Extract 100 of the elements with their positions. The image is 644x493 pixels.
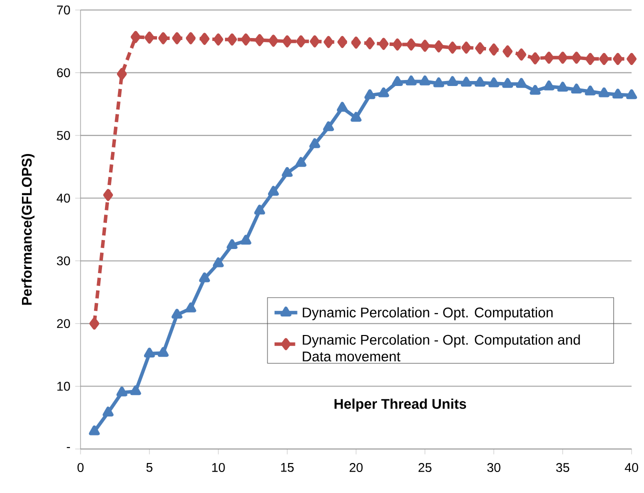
point <box>296 157 306 167</box>
point <box>488 77 500 88</box>
point <box>158 32 168 44</box>
point <box>144 348 155 358</box>
point <box>420 40 430 52</box>
point <box>572 52 582 64</box>
y-tick-label: 60 <box>57 68 70 78</box>
point <box>392 76 403 86</box>
x-tick-label: 0 <box>78 463 84 472</box>
point <box>103 189 114 202</box>
point <box>88 425 100 436</box>
x-axis-title: Helper Thread Units <box>334 398 466 412</box>
point <box>254 34 265 46</box>
point <box>530 52 540 64</box>
point <box>199 272 210 282</box>
point <box>212 257 224 268</box>
x-tick-label: 20 <box>350 463 363 472</box>
point <box>406 38 416 50</box>
point <box>254 204 266 215</box>
point <box>282 167 293 177</box>
point <box>268 186 279 196</box>
point <box>584 86 596 96</box>
x-tick-label: 40 <box>624 463 638 472</box>
point <box>516 78 527 88</box>
point <box>557 82 568 92</box>
point <box>502 45 513 58</box>
legend-label: Dynamic Percolation - Opt. Computation and Data movement <box>302 334 580 362</box>
x-tick-label: 35 <box>556 463 570 472</box>
point <box>337 36 348 48</box>
point <box>626 52 637 65</box>
point <box>433 77 444 88</box>
point <box>350 112 362 122</box>
point <box>364 89 376 100</box>
y-tick-label: 10 <box>57 382 70 391</box>
point <box>530 84 541 95</box>
point <box>378 87 390 98</box>
point <box>323 121 334 132</box>
point <box>227 33 238 46</box>
point <box>130 30 141 43</box>
y-tick-label: - <box>66 447 70 448</box>
point <box>626 89 638 100</box>
point <box>158 347 169 357</box>
point <box>89 318 100 330</box>
point <box>130 385 142 396</box>
point <box>102 406 114 416</box>
point <box>516 48 526 61</box>
y-tick-label: 30 <box>56 256 70 266</box>
point <box>282 35 292 48</box>
point <box>240 33 251 46</box>
point <box>585 52 596 65</box>
y-tick-label: 20 <box>57 319 70 328</box>
point <box>474 76 486 87</box>
point <box>226 239 238 250</box>
point <box>420 75 430 86</box>
point <box>324 36 334 48</box>
point <box>116 386 128 396</box>
x-tick-label: 30 <box>487 463 500 472</box>
x-tick-label: 25 <box>418 463 432 472</box>
point <box>185 302 196 312</box>
point <box>599 52 609 65</box>
point <box>310 35 320 48</box>
point <box>240 234 252 245</box>
point <box>392 38 402 50</box>
point <box>268 34 278 47</box>
point <box>378 38 389 50</box>
point <box>461 42 472 54</box>
point <box>571 84 582 94</box>
point <box>351 36 361 49</box>
y-tick-label: 50 <box>56 130 70 140</box>
x-tick-label: 5 <box>146 463 152 472</box>
point <box>186 32 196 44</box>
point <box>364 37 375 50</box>
point <box>502 78 514 88</box>
y-tick-label: 40 <box>56 194 70 203</box>
point <box>172 308 182 319</box>
point <box>144 32 154 44</box>
point <box>612 88 624 99</box>
x-tick-label: 10 <box>212 463 225 472</box>
y-axis-title: Performance(GFLOPS) <box>21 154 35 305</box>
point <box>460 76 472 87</box>
point <box>116 68 127 80</box>
point <box>172 32 182 44</box>
point <box>558 52 568 64</box>
point <box>448 42 458 54</box>
point <box>598 87 610 98</box>
point <box>544 52 554 64</box>
point <box>200 32 210 45</box>
legend-label: Dynamic Percolation - Opt. Computation <box>302 307 553 320</box>
point <box>309 138 320 148</box>
point <box>336 102 348 112</box>
point <box>447 76 458 86</box>
y-tick-label: 70 <box>57 6 70 14</box>
point <box>475 42 485 54</box>
point <box>612 52 623 65</box>
point <box>406 75 417 86</box>
point <box>434 40 444 52</box>
point <box>544 80 554 90</box>
point <box>296 35 306 48</box>
point <box>213 33 224 46</box>
x-tick-label: 15 <box>281 463 294 472</box>
